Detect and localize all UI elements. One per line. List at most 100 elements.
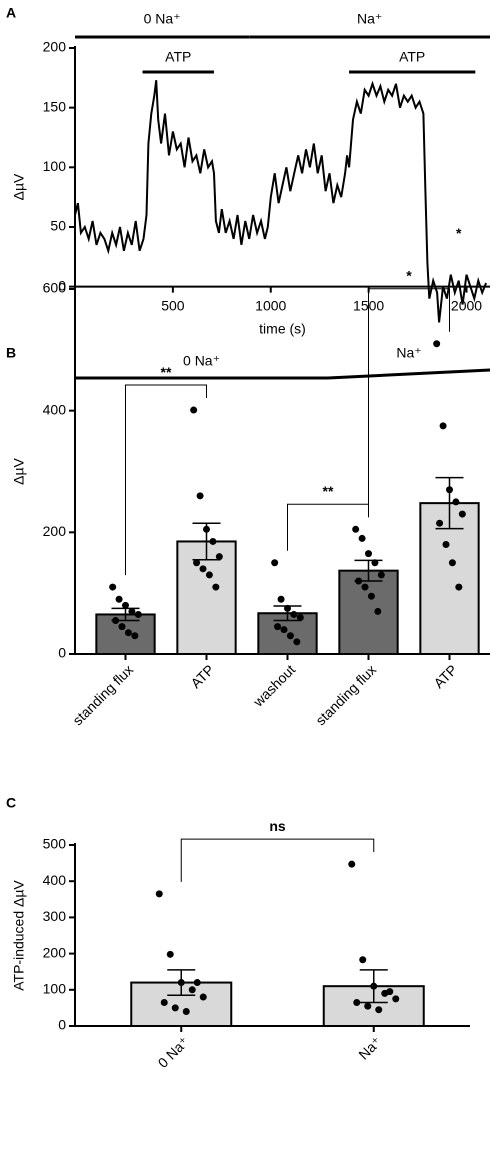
data-point xyxy=(370,982,378,990)
data-point xyxy=(386,988,394,996)
group-label: 0 Na⁺ xyxy=(183,353,220,369)
x-tick-label: 2000 xyxy=(451,297,482,313)
y-tick-label: 150 xyxy=(43,98,67,114)
y-axis-label: ΔµV xyxy=(11,457,27,484)
data-point xyxy=(199,565,207,573)
y-tick-label: 0 xyxy=(58,277,66,293)
annotation: * xyxy=(456,225,462,241)
data-point xyxy=(364,1002,372,1010)
data-point xyxy=(286,632,294,640)
data-point xyxy=(131,632,139,640)
data-point xyxy=(203,525,210,533)
data-point xyxy=(392,995,400,1003)
data-point xyxy=(166,950,174,958)
data-point xyxy=(215,553,223,561)
data-point xyxy=(458,510,466,518)
x-tick-label: standing flux xyxy=(69,661,136,728)
data-point xyxy=(361,583,369,591)
y-axis-label: ΔµV xyxy=(11,173,27,200)
data-point xyxy=(177,979,185,987)
data-point xyxy=(290,610,298,618)
data-point xyxy=(446,486,453,494)
group-bar xyxy=(327,368,491,380)
data-point xyxy=(348,860,356,868)
data-point xyxy=(209,537,217,545)
significance-label: ** xyxy=(161,364,172,380)
data-point xyxy=(190,406,198,414)
x-tick-label: ATP xyxy=(187,661,217,691)
data-point xyxy=(439,422,447,430)
data-point xyxy=(122,601,129,609)
data-point xyxy=(293,638,301,646)
significance-label: ns xyxy=(269,818,286,834)
y-tick-label: 200 xyxy=(43,944,67,960)
data-point xyxy=(277,595,285,603)
x-tick-label: ATP xyxy=(430,661,460,691)
trace xyxy=(74,80,488,323)
y-tick-label: 300 xyxy=(43,908,67,924)
data-point xyxy=(205,571,213,579)
data-point xyxy=(367,592,375,600)
data-point xyxy=(115,595,123,603)
data-point xyxy=(193,979,201,987)
data-point xyxy=(448,559,456,567)
data-point xyxy=(124,629,132,637)
group-label: Na⁺ xyxy=(396,345,421,361)
condition-label: 0 Na⁺ xyxy=(144,11,181,27)
data-point xyxy=(452,498,460,506)
data-point xyxy=(193,559,201,567)
data-point xyxy=(359,956,367,964)
data-point xyxy=(375,1006,383,1014)
x-tick-label: 1000 xyxy=(255,297,286,313)
y-tick-label: 0 xyxy=(58,1017,66,1033)
data-point xyxy=(377,571,385,579)
data-point xyxy=(160,998,168,1006)
y-tick-label: 100 xyxy=(43,981,67,997)
x-tick-label: washout xyxy=(249,661,298,710)
error-bar xyxy=(435,476,464,530)
data-point xyxy=(112,617,120,625)
data-point xyxy=(109,583,117,591)
data-point xyxy=(128,607,136,615)
x-tick-label: Na⁺ xyxy=(355,1033,384,1062)
data-point xyxy=(371,559,379,567)
y-tick-label: 200 xyxy=(43,39,67,55)
data-point xyxy=(118,623,126,631)
panel-label: B xyxy=(6,345,16,361)
data-point xyxy=(296,614,304,621)
y-tick-label: 400 xyxy=(43,401,67,417)
significance-label: * xyxy=(406,267,412,283)
data-point xyxy=(134,610,142,618)
condition-label: Na⁺ xyxy=(357,11,382,27)
treatment-label: ATP xyxy=(399,49,425,65)
data-point xyxy=(182,1008,190,1016)
data-point xyxy=(171,1004,179,1012)
data-point xyxy=(271,559,279,567)
y-axis-label: ATP-induced ΔµV xyxy=(11,880,27,991)
panel-label: C xyxy=(6,795,16,811)
y-tick-label: 50 xyxy=(50,218,66,234)
significance-bracket xyxy=(125,384,207,576)
data-point xyxy=(188,986,196,994)
x-tick-label: 500 xyxy=(161,297,185,313)
panel-label: A xyxy=(6,5,16,21)
y-tick-label: 200 xyxy=(43,523,67,539)
data-point xyxy=(155,890,163,898)
data-point xyxy=(436,519,444,527)
x-tick-label: standing flux xyxy=(312,661,379,728)
data-point xyxy=(442,541,450,548)
data-point xyxy=(358,534,366,542)
data-point xyxy=(355,577,363,585)
data-point xyxy=(284,604,291,612)
significance-bracket xyxy=(368,288,450,518)
treatment-label: ATP xyxy=(165,49,191,65)
y-tick-label: 0 xyxy=(58,645,66,661)
y-tick-label: 100 xyxy=(43,158,67,174)
data-point xyxy=(374,607,382,615)
data-point xyxy=(433,340,441,348)
y-tick-label: 600 xyxy=(43,280,67,296)
y-tick-label: 400 xyxy=(43,872,67,888)
data-point xyxy=(455,583,463,591)
bar xyxy=(338,569,399,655)
